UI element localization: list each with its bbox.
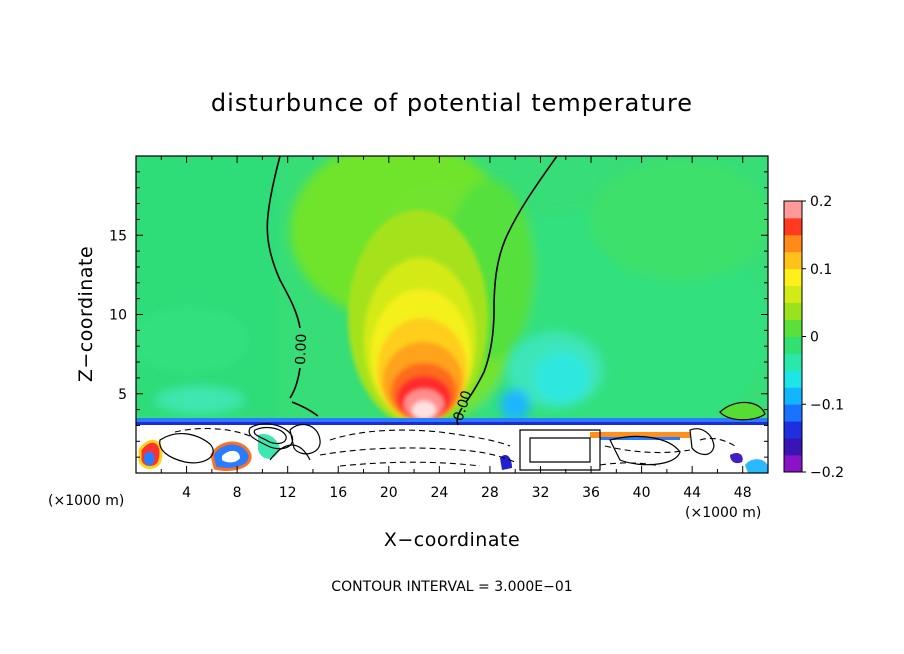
colorbar-tick-label: 0 [810, 330, 819, 346]
contour-label-left: 0.00 [293, 333, 310, 365]
x-tick-label: 8 [233, 485, 242, 501]
x-tick-label: 20 [380, 485, 398, 501]
x-tick-label: 16 [329, 485, 347, 501]
x-tick-label: 32 [532, 485, 550, 501]
y-tick-label: 15 [109, 228, 127, 244]
x-unit-right: (×1000 m) [685, 505, 761, 521]
colorbar-swatch [784, 251, 802, 270]
colorbar-tick-label: −0.1 [810, 397, 844, 413]
x-tick-label: 36 [582, 485, 600, 501]
colorbar-swatch [784, 201, 802, 219]
x-tick-label: 28 [481, 485, 499, 501]
colorbar-swatch [784, 370, 802, 388]
colorbar-swatch [784, 285, 802, 304]
x-axis-label: X−coordinate [384, 529, 520, 551]
y-tick-label: 5 [118, 387, 127, 403]
colorbar-swatch [784, 353, 802, 371]
heatmap-field: 0.00 0.00 [136, 156, 768, 473]
colorbar-swatch [784, 319, 802, 337]
colorbar-swatch [784, 421, 802, 439]
chart-title: disturbunce of potential temperature [211, 89, 693, 117]
y-axis-label: Z−coordinate [75, 246, 97, 382]
contour-interval-note: CONTOUR INTERVAL = 3.000E−01 [331, 579, 572, 595]
colorbar-swatch [784, 404, 802, 422]
colorbar-swatch [784, 336, 802, 354]
colorbar [784, 201, 802, 473]
colorbar-tick-label: 0.1 [810, 262, 832, 278]
colorbar-swatch [784, 387, 802, 405]
colorbar-swatch [784, 302, 802, 320]
x-tick-label: 40 [633, 485, 651, 501]
x-tick-label: 44 [683, 485, 701, 501]
colorbar-swatch [784, 217, 802, 236]
x-tick-label: 48 [734, 485, 752, 501]
x-unit-left: (×1000 m) [48, 493, 124, 509]
colorbar-tick-label: −0.2 [810, 465, 844, 481]
x-tick-label: 24 [430, 485, 448, 501]
x-tick-label: 4 [182, 485, 191, 501]
x-axis: 4 8 12 16 20 24 28 32 36 40 44 48 [160, 156, 752, 501]
y-axis: 5 10 15 [109, 171, 768, 458]
colorbar-swatch [784, 438, 802, 456]
colorbar-swatch [784, 234, 802, 253]
colorbar-tick-label: 0.2 [810, 194, 832, 210]
colorbar-swatch [784, 268, 802, 287]
x-tick-label: 12 [279, 485, 297, 501]
y-tick-label: 10 [109, 308, 127, 324]
colorbar-ticks: 0.2 0.1 0 −0.1 −0.2 [802, 194, 844, 481]
colorbar-swatch [784, 455, 802, 473]
